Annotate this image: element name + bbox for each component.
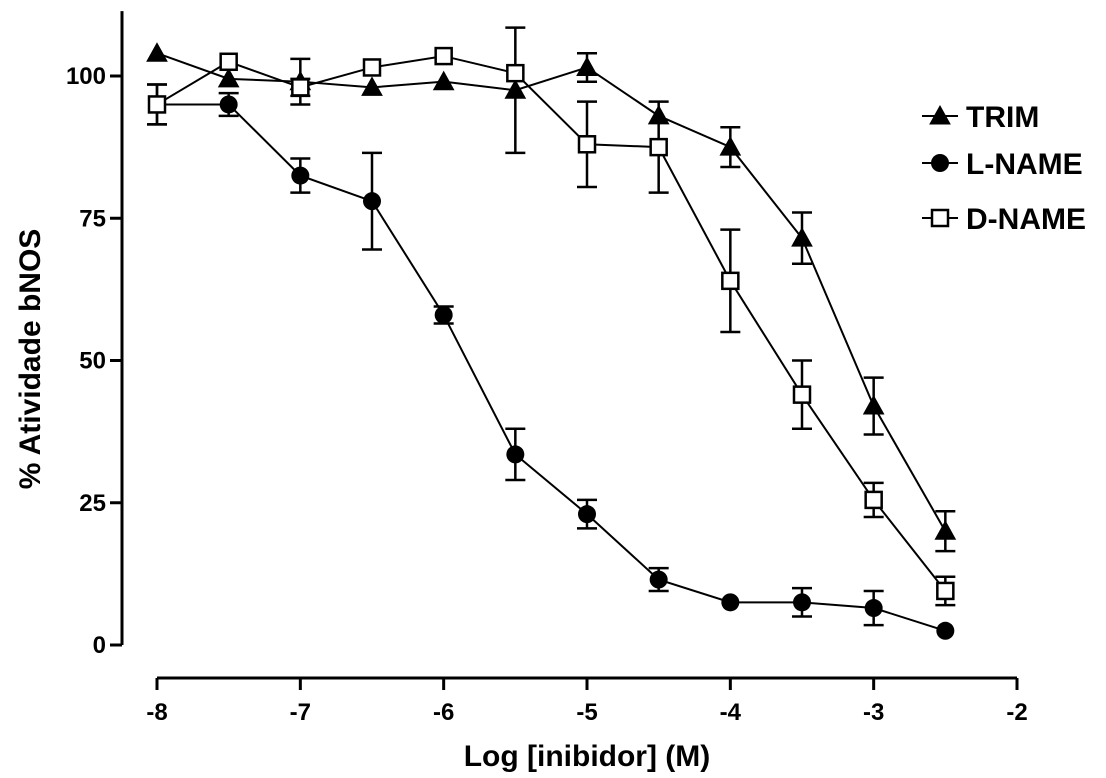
d-name-point	[219, 52, 238, 72]
trim-line	[156, 52, 947, 532]
y-axis-title: % Atividade bNOS	[14, 229, 47, 490]
legend-label-trim: TRIM	[966, 101, 1039, 134]
d-name-point	[291, 78, 310, 97]
trim-point	[432, 70, 455, 91]
legend: TRIM L-NAME D-NAME	[922, 101, 1086, 236]
trim-point	[791, 227, 813, 247]
axes: 0 25 50 75 100 -8 -7 -6 -5 -4 -3 -2	[66, 11, 1028, 726]
trim-point	[361, 76, 383, 96]
l-name-point	[363, 192, 381, 211]
x-tick-label: -5	[576, 699, 597, 726]
trim-point	[217, 67, 240, 88]
d-name-line	[156, 55, 947, 592]
d-name-point	[649, 137, 668, 157]
legend-label-d-name: D-NAME	[966, 203, 1086, 236]
l-name-point	[936, 621, 955, 640]
y-tick-label: 25	[79, 490, 106, 517]
l-name-point	[578, 505, 596, 524]
trim-point	[576, 56, 598, 76]
series-markers	[146, 42, 957, 640]
x-tick-label: -7	[290, 699, 311, 726]
x-tick-label: -4	[720, 699, 742, 726]
d-name-point	[434, 46, 453, 66]
x-tick-label: -6	[433, 699, 454, 726]
l-name-point	[793, 593, 811, 612]
x-tick-label: -8	[146, 699, 167, 726]
d-name-point	[936, 581, 955, 601]
y-tick-label: 0	[93, 632, 106, 659]
x-tick-label: -3	[863, 699, 884, 726]
trim-point	[647, 104, 670, 125]
trim-point	[862, 394, 885, 415]
d-name-point	[721, 271, 740, 291]
l-name-point	[219, 95, 238, 114]
d-name-point	[864, 490, 883, 510]
l-name-point	[506, 445, 525, 464]
y-tick-label: 75	[79, 205, 106, 232]
error-bars	[147, 26, 956, 627]
series-lines	[156, 52, 947, 632]
l-name-point	[434, 305, 453, 324]
trim-point	[504, 79, 527, 99]
l-name-line	[157, 103, 946, 632]
d-name-point	[792, 385, 812, 404]
legend-marker-trim	[929, 104, 951, 125]
legend-marker-l-name	[931, 154, 949, 172]
d-name-point	[362, 58, 382, 77]
d-name-point	[147, 95, 167, 114]
trim-point	[146, 42, 168, 62]
x-axis-title: Log [inibidor] (M)	[464, 740, 711, 773]
legend-marker-d-name	[930, 208, 950, 228]
l-name-point	[291, 166, 310, 185]
trim-point	[934, 520, 957, 540]
legend-label-l-name: L-NAME	[966, 148, 1083, 181]
l-name-point	[721, 593, 740, 612]
d-name-point	[577, 135, 597, 154]
y-tick-label: 50	[79, 348, 106, 375]
l-name-point	[864, 599, 883, 618]
trim-point	[719, 136, 742, 156]
x-tick-label: -2	[1006, 699, 1027, 726]
y-tick-label: 100	[66, 63, 106, 90]
l-name-point	[649, 570, 668, 589]
d-name-point	[506, 63, 525, 83]
